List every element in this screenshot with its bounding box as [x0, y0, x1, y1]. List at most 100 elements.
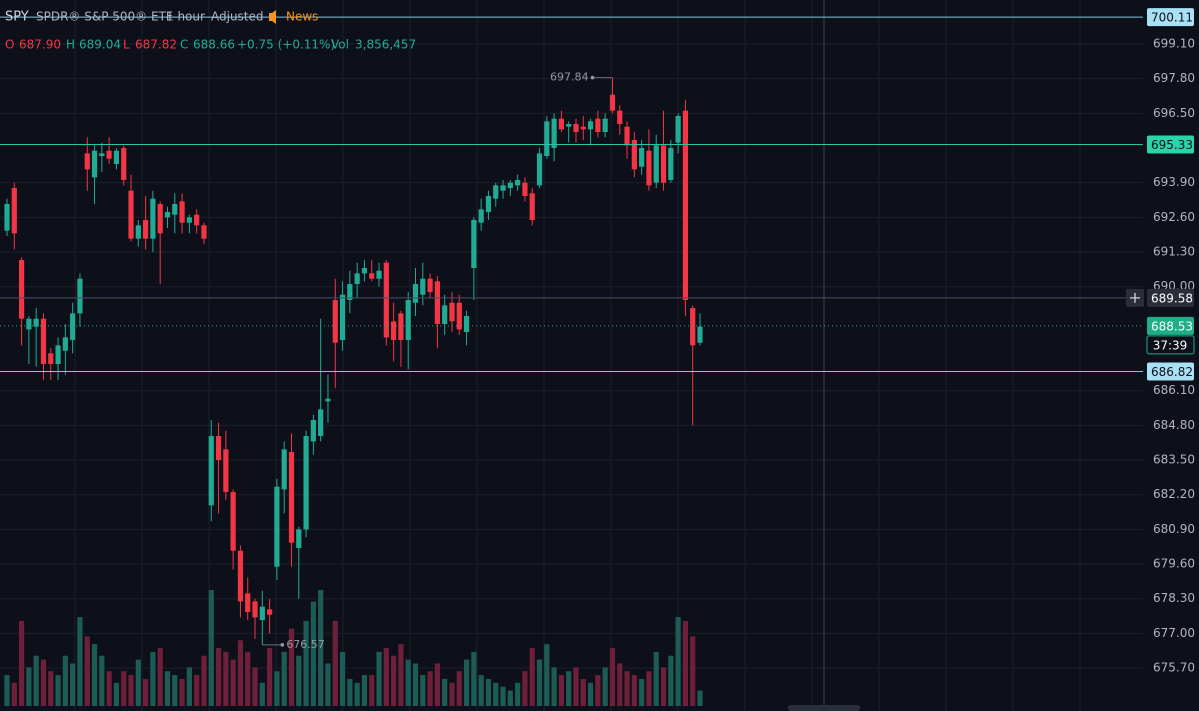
- price-label: 695.33: [1151, 138, 1193, 152]
- candle-body: [223, 449, 229, 493]
- candle-body: [493, 185, 499, 199]
- annotation-dot: [280, 643, 285, 647]
- annotation-label: 697.84: [550, 71, 589, 84]
- candle-body: [62, 337, 68, 351]
- description: SPDR® S&P 500® ETF: [36, 10, 173, 24]
- candle-body: [128, 190, 134, 239]
- legend-close-label: C: [180, 38, 188, 52]
- volume-bar: [507, 690, 513, 706]
- candle-body: [318, 409, 324, 437]
- legend-volume-label: Vol: [331, 38, 349, 52]
- candle-body: [442, 305, 448, 325]
- candle-body: [121, 148, 127, 181]
- candle-body: [237, 550, 244, 602]
- volume-bar: [237, 640, 244, 706]
- candle-body: [11, 188, 17, 234]
- candle-body: [478, 209, 484, 223]
- volume-bar: [318, 590, 324, 706]
- volume-bar: [201, 655, 207, 706]
- volume-bar: [361, 675, 368, 706]
- candle-body: [361, 268, 368, 274]
- volume-bar: [281, 651, 287, 706]
- candle-body: [84, 153, 90, 170]
- volume-bar: [646, 671, 652, 706]
- volume-bar: [668, 655, 674, 706]
- candle-body: [310, 420, 316, 442]
- legend-open-label: O: [5, 38, 14, 52]
- candle-body: [631, 140, 637, 170]
- y-tick-label: 693.90: [1153, 175, 1195, 189]
- candle-body: [186, 217, 192, 223]
- volume-bar: [40, 659, 47, 706]
- volume-bar: [245, 651, 251, 706]
- volume-bar: [84, 636, 90, 706]
- adjustment[interactable]: Adjusted: [211, 10, 264, 24]
- volume-bar: [660, 667, 667, 706]
- y-tick-label: 679.60: [1153, 557, 1195, 571]
- volume-bar: [223, 651, 229, 706]
- candle-body: [215, 436, 222, 461]
- volume-bar: [347, 678, 353, 706]
- volume-bar: [4, 675, 10, 706]
- candle-body: [106, 150, 112, 159]
- candle-body: [230, 492, 236, 551]
- volume-bar: [697, 690, 703, 706]
- volume-bar: [150, 651, 156, 706]
- candle-body: [113, 150, 120, 165]
- volume-bar: [529, 648, 535, 706]
- candle-body: [303, 436, 309, 530]
- volume-bar: [500, 686, 506, 706]
- price-label: 686.82: [1151, 365, 1193, 379]
- y-tick-label: 683.50: [1153, 453, 1195, 467]
- volume-bar: [675, 617, 681, 706]
- volume-bar: [653, 651, 659, 706]
- header: SPY SPDR® S&P 500® ETF 1 hour Adjusted N…: [5, 10, 416, 52]
- volume-bar: [405, 659, 411, 706]
- y-tick-label: 686.10: [1153, 383, 1195, 397]
- annotation-dot: [590, 75, 595, 80]
- interval[interactable]: 1 hour: [166, 10, 205, 24]
- volume-bar: [143, 678, 149, 706]
- legend-close: 688.66: [193, 38, 235, 52]
- volume-bar: [325, 663, 331, 706]
- candle-body: [77, 278, 83, 314]
- price-label-box: [1147, 135, 1194, 154]
- candle-body: [33, 318, 39, 327]
- candle-body: [252, 601, 258, 618]
- candle-body: [354, 273, 360, 285]
- volume-bar: [252, 667, 258, 706]
- volume-bar: [631, 675, 637, 706]
- candle-body: [420, 278, 426, 295]
- candle-body: [624, 126, 630, 146]
- news-icon: [269, 10, 276, 24]
- candle-body: [653, 145, 659, 183]
- candle-body: [391, 321, 397, 341]
- candle-body: [463, 316, 470, 333]
- volume-bar: [566, 671, 572, 706]
- candle-body: [281, 449, 287, 490]
- volume-pane: [4, 590, 703, 706]
- candle-body: [427, 278, 433, 293]
- volume-bar: [55, 675, 61, 706]
- news[interactable]: News: [286, 10, 318, 24]
- volume-bar: [391, 655, 397, 706]
- candle-body: [274, 486, 280, 567]
- volume-bar: [164, 671, 171, 706]
- volume-bar: [573, 667, 579, 706]
- candle-body: [529, 193, 535, 221]
- volume-bar: [595, 675, 601, 706]
- volume-bar: [383, 648, 389, 706]
- candle-body: [515, 180, 521, 186]
- price-label-box: [1147, 8, 1194, 27]
- volume-bar: [587, 682, 594, 706]
- candle-body: [55, 345, 61, 365]
- scrollbar[interactable]: [788, 705, 860, 711]
- candle-body: [325, 398, 331, 402]
- volume-bar: [91, 644, 98, 706]
- symbol[interactable]: SPY: [5, 10, 29, 25]
- volume-bar: [33, 655, 39, 706]
- candle-body: [456, 302, 462, 330]
